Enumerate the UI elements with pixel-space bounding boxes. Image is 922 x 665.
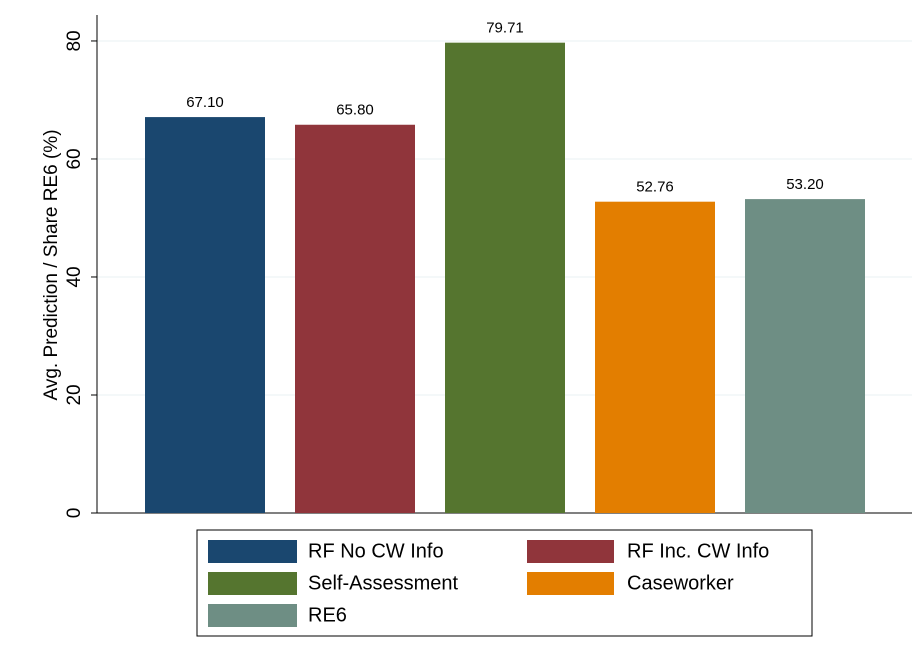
y-tick-label: 40 [64,266,85,287]
y-tick-label: 80 [64,30,85,51]
value-label: 67.10 [186,94,224,111]
bar [445,42,565,514]
y-tick-label: 20 [64,384,85,405]
legend-swatch [208,540,297,563]
legend-swatch [208,604,297,627]
legend-swatch [527,572,614,595]
legend-swatch [208,572,297,595]
legend-label: RE6 [308,604,347,626]
y-tick-label: 0 [64,508,85,519]
bar [145,117,265,514]
value-label: 52.76 [636,179,674,196]
bar [745,199,865,513]
legend-swatch [527,540,614,563]
legend-label: RF No CW Info [308,540,444,562]
value-label: 65.80 [336,102,374,119]
bar [595,201,715,514]
y-tick-label: 60 [64,148,85,169]
legend-label: Caseworker [627,572,734,594]
value-label: 79.71 [486,20,524,37]
value-label: 53.20 [786,176,824,193]
legend-label: Self-Assessment [308,572,458,594]
bar [295,124,415,514]
legend-box [196,529,813,637]
legend-label: RF Inc. CW Info [627,540,769,562]
y-axis-label: Avg. Prediction / Share RE6 (%) [41,129,62,400]
